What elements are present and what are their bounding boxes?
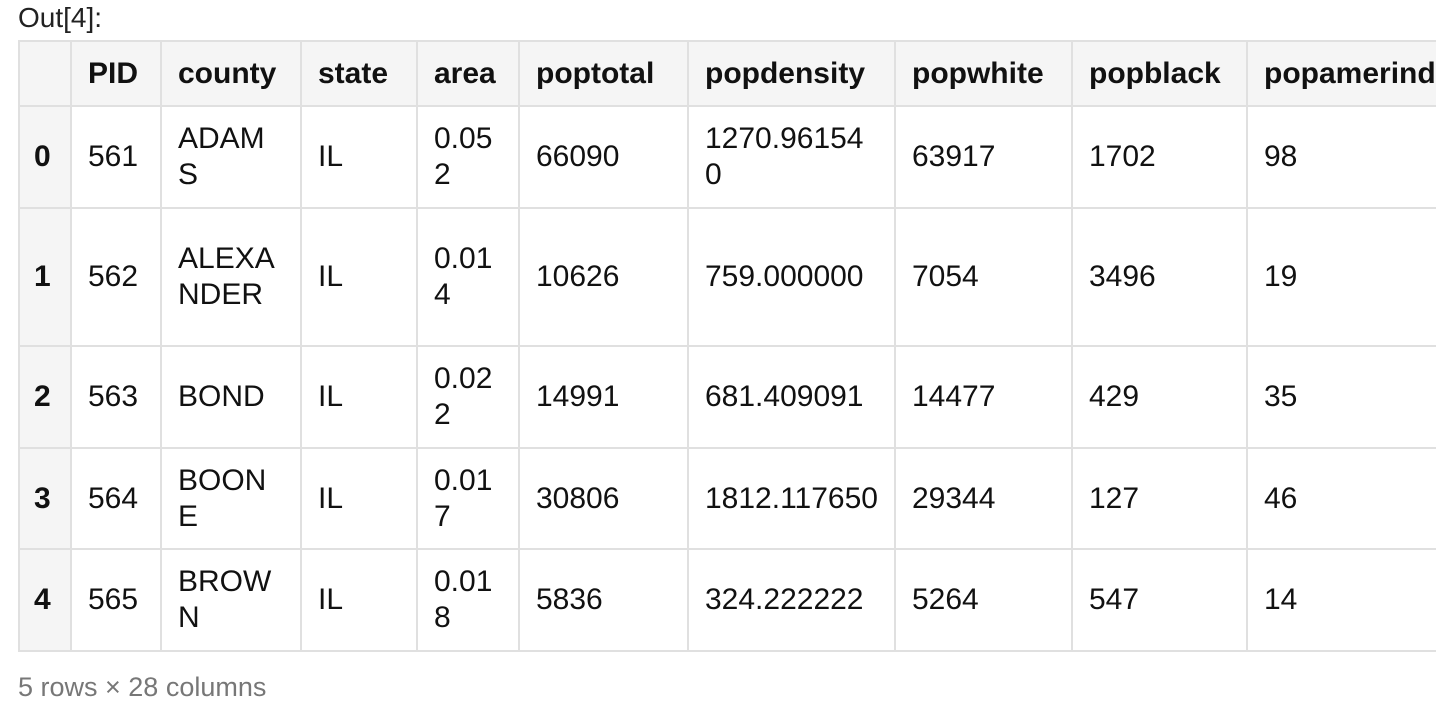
table-cell: 30806 (518, 447, 689, 550)
table-cell: IL (300, 548, 418, 652)
table-cell: 0.022 (416, 345, 520, 449)
table-cell: 759.000000 (687, 207, 896, 347)
table-cell: 429 (1071, 345, 1248, 449)
table-cell: 19 (1246, 207, 1436, 347)
table-row: 1 562 ALEXANDER IL 0.014 10626 759.000000 7054 3… (18, 207, 1436, 347)
column-header: popwhite (894, 40, 1073, 107)
row-index: 3 (18, 447, 72, 550)
table-cell: 14 (1246, 548, 1436, 652)
table-cell: 565 (70, 548, 162, 652)
table-cell: IL (300, 447, 418, 550)
table-cell: 5264 (894, 548, 1073, 652)
table-cell: 1812.117650 (687, 447, 896, 550)
table-cell: BROWN (160, 548, 302, 652)
shape-note: 5 rows × 28 columns (18, 672, 267, 702)
table-cell: 127 (1071, 447, 1248, 550)
table-cell: 547 (1071, 548, 1248, 652)
row-index: 4 (18, 548, 72, 652)
row-index: 0 (18, 105, 72, 209)
corner-cell (18, 40, 72, 107)
table-cell: 46 (1246, 447, 1436, 550)
table-cell: ADAMS (160, 105, 302, 209)
table-cell: BOND (160, 345, 302, 449)
table-cell: 564 (70, 447, 162, 550)
table-cell: 10626 (518, 207, 689, 347)
table-cell: BOONE (160, 447, 302, 550)
table-cell: IL (300, 207, 418, 347)
table-row: 2 563 BOND IL 0.022 14991 681.409091 14477 429 35 (18, 345, 1436, 449)
output-prompt: Out[4]: (18, 2, 103, 33)
table-cell: 563 (70, 345, 162, 449)
table-cell: 98 (1246, 105, 1436, 209)
table: PID county state area poptotal popdensity popw… (18, 40, 1436, 652)
column-header: popdensity (687, 40, 896, 107)
column-header: county (160, 40, 302, 107)
table-cell: ALEXANDER (160, 207, 302, 347)
table-cell: 0.014 (416, 207, 520, 347)
dataframe: PID county state area poptotal popdensity popw… (18, 40, 1436, 652)
column-header: area (416, 40, 520, 107)
table-cell: 35 (1246, 345, 1436, 449)
table-cell: IL (300, 105, 418, 209)
column-header: popblack (1071, 40, 1248, 107)
table-cell: 0.052 (416, 105, 520, 209)
table-cell: 0.018 (416, 548, 520, 652)
table-cell: 3496 (1071, 207, 1248, 347)
table-cell: 63917 (894, 105, 1073, 209)
column-header: state (300, 40, 418, 107)
table-cell: 1702 (1071, 105, 1248, 209)
table-row: 0 561 ADAMS IL 0.052 66090 1270.961540 63917 170… (18, 105, 1436, 209)
table-cell: 561 (70, 105, 162, 209)
table-cell: 562 (70, 207, 162, 347)
table-cell: 5836 (518, 548, 689, 652)
table-body: 0 561 ADAMS IL 0.052 66090 1270.961540 63917 170… (18, 105, 1436, 652)
table-cell: 29344 (894, 447, 1073, 550)
column-header: poptotal (518, 40, 689, 107)
table-cell: IL (300, 345, 418, 449)
table-cell: 14477 (894, 345, 1073, 449)
table-cell: 66090 (518, 105, 689, 209)
row-index: 1 (18, 207, 72, 347)
table-cell: 7054 (894, 207, 1073, 347)
column-header: PID (70, 40, 162, 107)
header-row: PID county state area poptotal popdensity popw… (18, 40, 1436, 107)
table-cell: 324.222222 (687, 548, 896, 652)
row-index: 2 (18, 345, 72, 449)
table-cell: 681.409091 (687, 345, 896, 449)
column-header: popamerindian (1246, 40, 1436, 107)
table-row: 3 564 BOONE IL 0.017 30806 1812.117650 29344 127… (18, 447, 1436, 550)
table-cell: 0.017 (416, 447, 520, 550)
table-cell: 1270.961540 (687, 105, 896, 209)
table-row: 4 565 BROWN IL 0.018 5836 324.222222 5264 547 14 (18, 548, 1436, 652)
table-cell: 14991 (518, 345, 689, 449)
